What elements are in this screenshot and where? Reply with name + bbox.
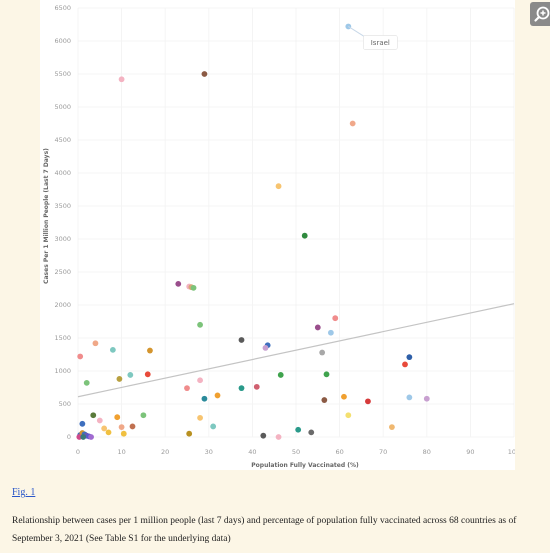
data-points (76, 23, 430, 440)
annotation-box (363, 35, 398, 50)
x-tick-label: 20 (161, 448, 169, 456)
data-point[interactable] (92, 340, 99, 347)
annotation-israel: Israel (348, 26, 398, 50)
x-tick-label: 40 (248, 448, 256, 456)
y-tick-label: 2000 (54, 301, 71, 309)
data-point[interactable] (109, 346, 116, 353)
data-point[interactable] (308, 429, 315, 436)
data-point[interactable] (129, 423, 136, 430)
x-tick-label: 80 (423, 448, 431, 456)
data-point[interactable] (314, 324, 321, 331)
chart-panel: 0 500 1000 1500 2000 2500 3000 3500 4000 4500 5000… (40, 0, 550, 470)
y-tick-label: 6500 (54, 4, 71, 12)
data-point[interactable] (260, 432, 267, 439)
data-point[interactable] (402, 361, 408, 368)
data-point[interactable] (118, 424, 125, 430)
data-point[interactable] (323, 371, 330, 378)
data-point[interactable] (406, 354, 413, 361)
data-point[interactable] (349, 120, 356, 127)
trendline (77, 303, 515, 398)
data-point[interactable] (262, 345, 269, 351)
data-point[interactable] (210, 423, 217, 430)
data-point[interactable] (319, 349, 326, 356)
zoom-in-magnifier-icon (534, 6, 550, 22)
data-point[interactable] (341, 393, 347, 400)
data-point[interactable] (80, 434, 87, 440)
x-tick-label: 0 (76, 448, 80, 456)
data-point[interactable] (120, 430, 127, 437)
y-tick-label: 5000 (54, 103, 71, 111)
data-point[interactable] (327, 329, 334, 336)
data-point[interactable] (79, 420, 86, 427)
data-point[interactable] (301, 232, 308, 239)
data-point[interactable] (105, 429, 112, 436)
y-tick-label: 3000 (54, 235, 71, 243)
y-tick-label: 0 (67, 433, 71, 441)
x-tick-label: 100 (508, 448, 515, 456)
data-point[interactable] (116, 376, 123, 382)
data-point[interactable] (77, 353, 84, 360)
data-point[interactable] (365, 398, 371, 405)
data-point[interactable] (88, 434, 94, 440)
x-tick-label: 60 (335, 448, 343, 456)
y-tick-label: 3500 (54, 202, 71, 210)
data-point[interactable] (186, 430, 193, 437)
data-point[interactable] (201, 71, 208, 77)
scatter-chart: 0500100015002000250030003500400045005000… (43, 4, 515, 469)
figure-link[interactable]: Fig. 1 (12, 487, 36, 498)
data-point[interactable] (184, 385, 190, 392)
y-tick-label: 4500 (54, 136, 71, 144)
y-tick-label: 1500 (54, 334, 71, 342)
data-point[interactable] (345, 412, 352, 419)
data-point[interactable] (96, 417, 103, 424)
x-tick-label: 90 (466, 448, 474, 456)
data-point[interactable] (197, 377, 203, 384)
data-point[interactable] (197, 321, 203, 328)
y-axis-label: Cases Per 1 Million People (Last 7 Days) (43, 148, 50, 284)
axis-ticks: 0500100015002000250030003500400045005000… (54, 4, 515, 456)
data-point[interactable] (118, 76, 125, 83)
data-point[interactable] (214, 392, 221, 399)
data-point[interactable] (321, 397, 328, 403)
data-point[interactable] (147, 347, 153, 354)
y-tick-label: 500 (59, 400, 71, 408)
data-point[interactable] (406, 394, 413, 401)
data-point[interactable] (190, 284, 197, 291)
data-point[interactable] (90, 412, 97, 419)
x-axis-label: Population Fully Vaccinated (%) (251, 462, 359, 469)
data-point[interactable] (175, 280, 182, 287)
y-tick-label: 5500 (54, 70, 71, 78)
data-point[interactable] (144, 371, 151, 378)
data-point[interactable] (238, 337, 245, 343)
data-point[interactable] (83, 379, 90, 386)
data-point[interactable] (127, 372, 134, 378)
data-point[interactable] (332, 315, 339, 322)
x-tick-label: 50 (292, 448, 300, 456)
data-point[interactable] (140, 412, 147, 419)
y-tick-label: 4000 (54, 169, 71, 177)
data-point[interactable] (253, 383, 260, 390)
annotation-label: Israel (371, 39, 390, 47)
data-point[interactable] (275, 434, 282, 440)
data-point[interactable] (197, 414, 203, 421)
x-tick-label: 10 (117, 448, 125, 456)
x-tick-label: 70 (379, 448, 387, 456)
data-point[interactable] (295, 426, 302, 433)
data-point[interactable] (275, 183, 282, 190)
data-point[interactable] (114, 414, 121, 421)
data-point[interactable] (277, 372, 284, 378)
zoom-button[interactable] (530, 2, 550, 26)
data-point[interactable] (238, 385, 245, 392)
y-tick-label: 6000 (54, 37, 71, 45)
figure-caption: Relationship between cases per 1 million… (12, 516, 517, 544)
data-point[interactable] (101, 425, 108, 432)
gridlines (77, 7, 515, 438)
data-point[interactable] (423, 395, 430, 402)
data-point[interactable] (389, 424, 395, 430)
y-tick-label: 1000 (54, 367, 71, 375)
x-tick-label: 30 (205, 448, 213, 456)
data-point[interactable] (201, 395, 208, 402)
y-tick-label: 2500 (54, 268, 71, 276)
